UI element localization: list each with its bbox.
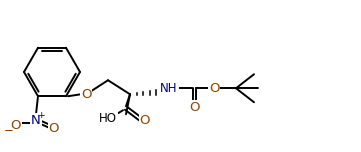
Text: −: − [4, 124, 14, 137]
Text: O: O [81, 88, 91, 101]
Text: N: N [168, 81, 177, 94]
Text: NH: NH [160, 82, 178, 95]
Text: +: + [37, 111, 45, 120]
Text: H: H [162, 82, 171, 95]
Text: O: O [49, 122, 59, 135]
Text: O: O [11, 119, 21, 132]
Text: O: O [189, 101, 199, 114]
Text: N: N [31, 114, 41, 127]
Text: O: O [140, 114, 150, 127]
Text: HO: HO [99, 112, 117, 125]
Text: O: O [209, 82, 219, 95]
